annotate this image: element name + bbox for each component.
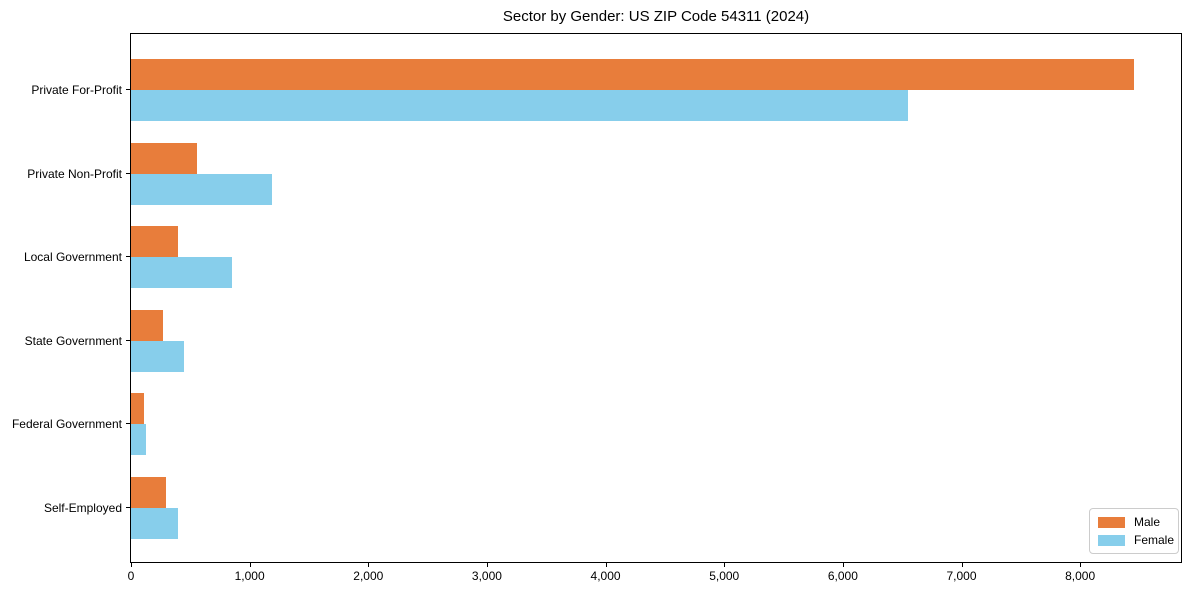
plot-area <box>130 33 1182 563</box>
x-tick-mark <box>368 563 370 567</box>
x-tick-label: 3,000 <box>471 569 502 583</box>
bar-female-local-government <box>131 257 232 289</box>
chart-title: Sector by Gender: US ZIP Code 54311 (202… <box>502 8 810 25</box>
bar-male-state-government <box>131 309 164 341</box>
x-tick-label: 0 <box>127 569 135 583</box>
x-tick-mark <box>724 563 726 567</box>
y-tick-label: Private For-Profit <box>31 83 122 97</box>
y-tick-mark <box>126 256 130 258</box>
y-tick-label: Federal Government <box>11 417 122 432</box>
legend-swatch-female-icon <box>1098 534 1125 546</box>
x-tick-mark <box>842 563 844 567</box>
y-tick-mark <box>126 172 130 174</box>
legend-item-female: Female <box>1098 533 1174 547</box>
x-tick-label: 5,000 <box>709 569 740 583</box>
y-tick-label: Self-Employed <box>43 501 122 515</box>
y-tick-label: State Government <box>24 333 122 348</box>
x-tick-mark <box>961 563 963 567</box>
bar-female-self-employed <box>131 508 179 539</box>
x-tick-label: 4,000 <box>590 569 621 583</box>
x-tick-mark <box>131 563 132 567</box>
bar-female-private-for-profit <box>131 90 909 121</box>
y-tick-mark <box>126 423 130 425</box>
bar-female-state-government <box>131 340 185 372</box>
y-tick-label: Private Non-Profit <box>27 166 122 181</box>
bar-male-local-government <box>131 226 179 258</box>
x-tick-label: 7,000 <box>946 569 977 583</box>
bar-male-federal-government <box>131 393 145 425</box>
x-tick-mark <box>605 563 607 567</box>
x-tick-label: 1,000 <box>234 569 265 583</box>
legend-label-female: Female <box>1134 533 1175 547</box>
x-tick-mark <box>1080 563 1082 567</box>
x-tick-label: 8,000 <box>1065 569 1096 583</box>
bar-male-self-employed <box>131 477 166 508</box>
y-tick-mark <box>126 339 130 341</box>
bar-female-private-non-profit <box>131 173 273 205</box>
bar-male-private-for-profit <box>131 59 1134 90</box>
legend-label-male: Male <box>1134 515 1161 529</box>
x-tick-label: 2,000 <box>353 569 384 583</box>
legend-item-male: Male <box>1098 515 1170 529</box>
legend: Male Female <box>1089 508 1179 554</box>
y-tick-mark <box>126 89 130 90</box>
x-tick-label: 6,000 <box>827 569 858 583</box>
x-tick-mark <box>249 563 251 567</box>
y-tick-label: Local Government <box>23 250 122 265</box>
legend-swatch-male-icon <box>1098 516 1125 528</box>
x-tick-mark <box>486 563 488 567</box>
y-tick-mark <box>126 507 130 508</box>
bar-female-federal-government <box>131 424 147 456</box>
bar-male-private-non-profit <box>131 142 198 174</box>
